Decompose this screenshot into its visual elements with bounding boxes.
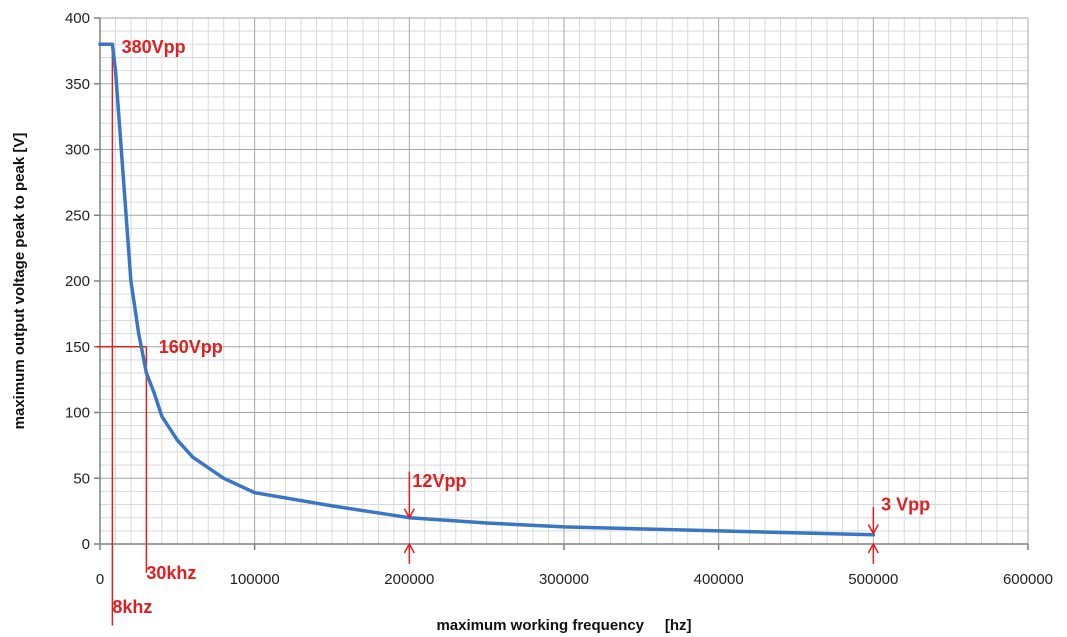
data-point (191, 455, 195, 459)
data-point (129, 279, 133, 283)
data-point (562, 525, 566, 529)
annotation-label: 380Vpp (122, 37, 186, 57)
x-tick-label: 400000 (694, 571, 744, 588)
data-point (144, 371, 148, 375)
data-point (160, 414, 164, 419)
y-tick-label: 350 (65, 76, 90, 93)
arrow-head (403, 508, 415, 520)
data-point (222, 476, 226, 480)
x-tick-label: 0 (96, 571, 104, 588)
y-tick-label: 50 (73, 470, 90, 487)
y-tick-label: 200 (65, 273, 90, 290)
x-tick-labels: 0 100000 200000 300000 400000 500000 600000 (96, 571, 1053, 588)
data-point (485, 521, 489, 525)
y-tick-labels: 0 50 100 150 200 250 300 350 400 (65, 10, 90, 553)
y-tick-label: 250 (65, 207, 90, 224)
data-point (330, 504, 334, 508)
data-point (253, 491, 257, 495)
y-axis-title: maximum output voltage peak to peak [V] (11, 133, 28, 430)
x-tick-label: 100000 (230, 571, 280, 588)
annotation-label: 8khz (112, 597, 152, 617)
annotation-label: 3 Vpp (881, 495, 930, 515)
y-tick-label: 0 (82, 536, 90, 553)
x-tick-label: 600000 (1003, 571, 1053, 588)
annotation-label: 160Vpp (159, 337, 223, 357)
arrow-head (403, 542, 415, 554)
y-tick-label: 150 (65, 339, 90, 356)
x-axis-title: maximum working frequency [hz] (436, 617, 691, 634)
data-point (137, 332, 141, 336)
data-point (717, 529, 721, 533)
data-point (113, 69, 118, 73)
x-tick-label: 200000 (384, 571, 434, 588)
annotation-labels: 380Vpp 160Vpp 12Vpp 3 Vpp 30khz 8khz (112, 37, 930, 617)
annotation-label: 30khz (146, 563, 196, 583)
y-tick-label: 300 (65, 142, 90, 159)
arrow-head (867, 542, 879, 554)
x-tick-label: 500000 (848, 571, 898, 588)
y-tick-label: 100 (65, 405, 90, 422)
data-point (152, 391, 156, 395)
series-group (98, 42, 876, 537)
y-tick-label: 400 (65, 10, 90, 27)
data-point (110, 42, 114, 46)
annotation-guides (96, 44, 148, 626)
annotation-arrows (403, 471, 879, 564)
annotation-label: 12Vpp (412, 471, 466, 491)
arrow-head (867, 524, 879, 536)
data-point (175, 438, 179, 442)
data-point (121, 174, 125, 178)
data-point (98, 42, 102, 46)
x-tick-label: 300000 (539, 571, 589, 588)
